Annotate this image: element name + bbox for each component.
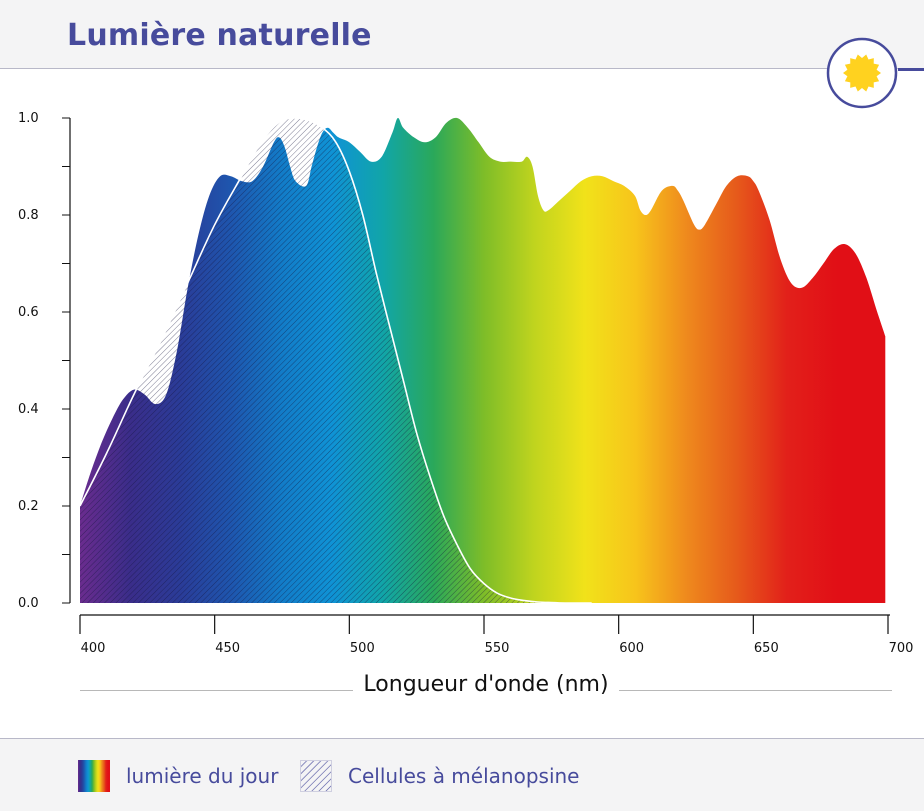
legend-label-melanopsin: Cellules à mélanopsine <box>348 764 580 788</box>
x-tick-label: 450 <box>215 641 240 656</box>
x-tick-label: 600 <box>619 641 644 656</box>
legend-item-melanopsin: Cellules à mélanopsine <box>300 760 579 792</box>
x-tick-label: 650 <box>754 641 779 656</box>
y-tick-label: 0.6 <box>18 305 39 320</box>
y-tick-label: 1.0 <box>18 111 39 126</box>
y-tick-label: 0.8 <box>18 208 39 223</box>
page-title: Lumière naturelle <box>67 18 372 53</box>
x-tick-label: 500 <box>350 641 375 656</box>
y-tick-label: 0.4 <box>18 402 39 417</box>
x-tick-label: 700 <box>889 641 914 656</box>
y-tick-label: 0.2 <box>18 499 39 514</box>
hatch-swatch-icon <box>300 760 332 792</box>
header-accent-line <box>898 68 924 71</box>
melanopsin-curve <box>79 117 592 604</box>
x-axis-label-row: Longueur d'onde (nm) <box>80 672 892 706</box>
spectrum-chart: 0.0 0.2 0.4 0.6 0.8 1.0 400 450 500 550 600 650 700 <box>18 111 914 656</box>
sun-icon <box>826 37 898 109</box>
y-tick-label: 0.0 <box>18 596 39 611</box>
x-axis-label: Longueur d'onde (nm) <box>353 672 619 697</box>
legend: lumière du jour Cellules à mélanopsine <box>0 738 924 811</box>
x-tick-label: 550 <box>485 641 510 656</box>
header-bar: Lumière naturelle <box>0 0 924 69</box>
legend-item-daylight: lumière du jour <box>78 760 278 792</box>
legend-label-daylight: lumière du jour <box>126 764 279 788</box>
x-tick-label: 400 <box>81 641 106 656</box>
spectrum-swatch-icon <box>78 760 110 792</box>
